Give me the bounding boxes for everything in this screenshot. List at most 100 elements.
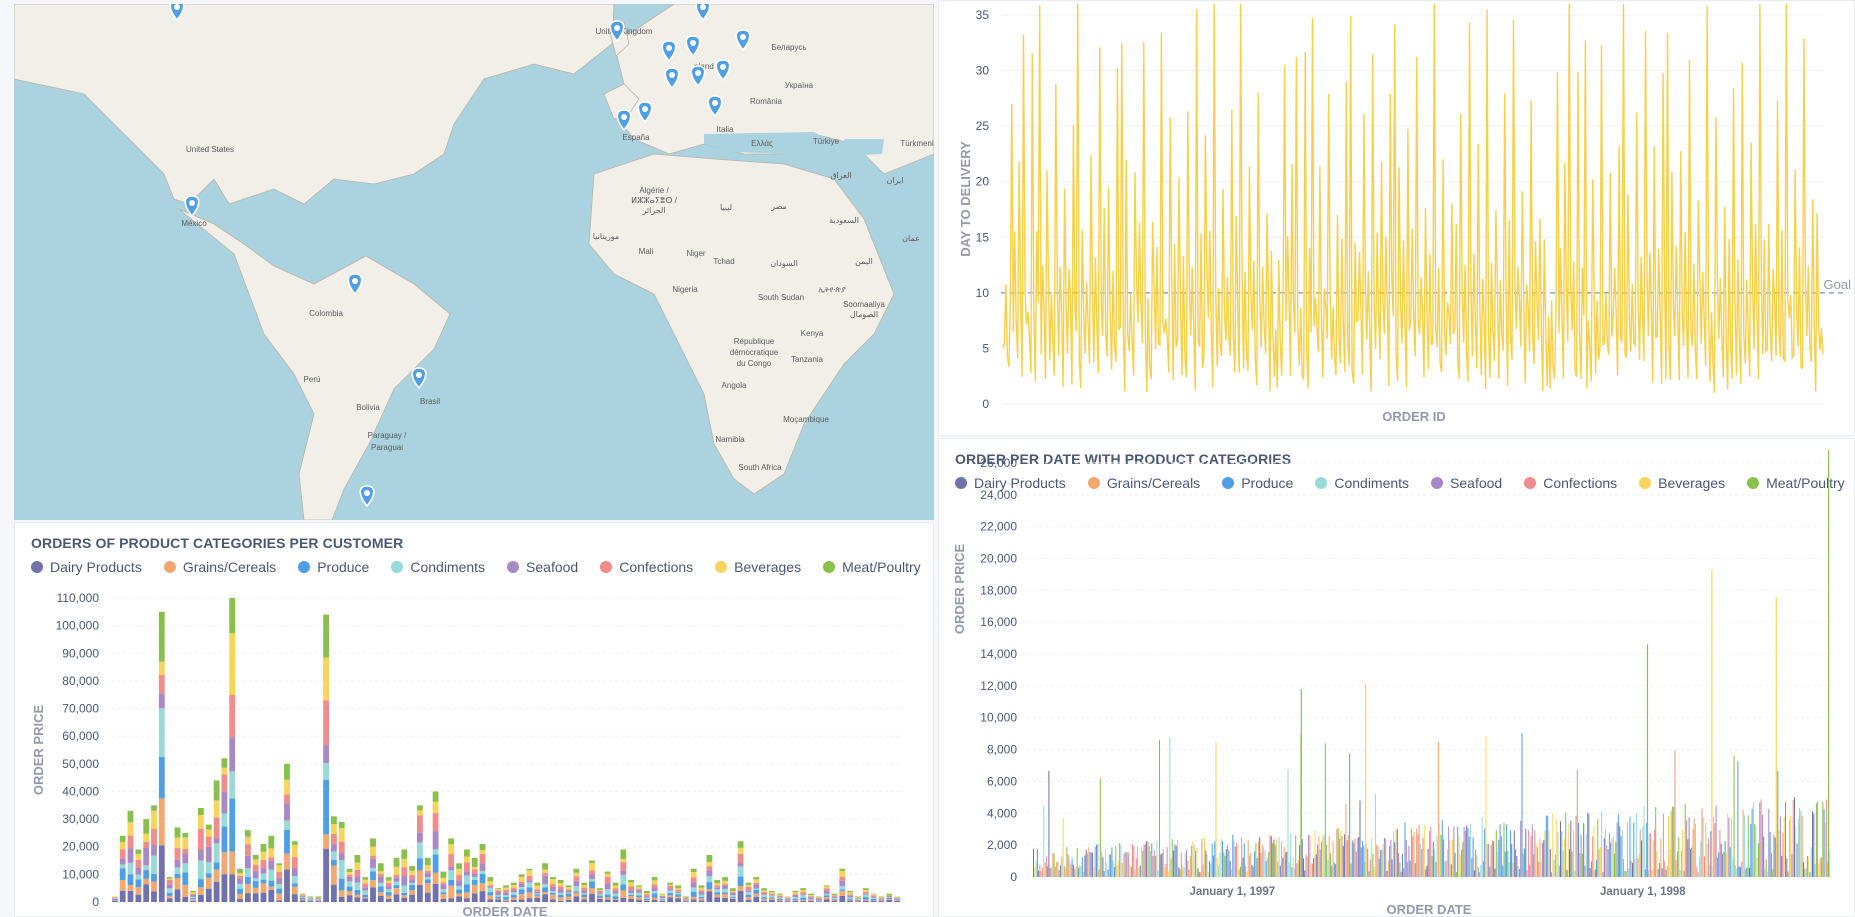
bar-segment <box>409 875 415 880</box>
bar-segment <box>620 858 627 863</box>
y-tick-label: 25 <box>976 119 990 133</box>
bar-segment <box>409 890 415 895</box>
date-bar <box>1642 826 1644 877</box>
bar-segment <box>166 880 173 885</box>
map-pin[interactable] <box>184 195 200 218</box>
legend-item[interactable]: Seafood <box>1431 475 1502 491</box>
date-bar <box>1291 867 1293 877</box>
map-canvas[interactable]: United KingdomБеларусьУкраїнаRomâniaEspa… <box>14 4 934 520</box>
bar-segment <box>221 758 228 768</box>
legend-item[interactable]: Dairy Products <box>955 475 1066 491</box>
bar-segment <box>651 877 658 881</box>
date-bar <box>1751 809 1753 877</box>
bar-segment <box>612 899 619 900</box>
map-pin[interactable] <box>690 65 706 88</box>
legend-item[interactable]: Condiments <box>391 559 485 575</box>
map-pin[interactable] <box>359 485 375 508</box>
date-bar <box>1572 830 1574 877</box>
legend-item[interactable]: Grains/Cereals <box>1087 475 1200 491</box>
date-bar <box>1138 867 1140 877</box>
date-bar <box>1078 867 1079 877</box>
map-pin[interactable] <box>616 109 632 132</box>
bar-segment <box>166 888 173 893</box>
date-bar <box>1392 831 1394 877</box>
bar-segment <box>417 858 423 871</box>
date-bar-peak <box>1365 684 1367 877</box>
map-pin[interactable] <box>695 4 711 22</box>
bar-segment <box>698 897 705 899</box>
map-pin[interactable] <box>637 101 653 124</box>
legend-item[interactable]: Dairy Products <box>31 559 142 575</box>
date-bar <box>1542 842 1544 877</box>
date-bar <box>1148 846 1150 877</box>
legend-item[interactable]: Grains/Cereals <box>163 559 276 575</box>
world-map[interactable]: United Kingdom Беларусь Україна România Espa… <box>14 4 934 520</box>
bar-segment <box>385 882 392 887</box>
date-bar <box>1234 846 1236 877</box>
bar-segment <box>659 896 666 899</box>
bar-segment <box>557 892 564 895</box>
bar-segment <box>401 867 408 876</box>
legend-item[interactable]: Beverages <box>715 559 801 575</box>
legend-item[interactable]: Meat/Poultry <box>1747 475 1845 491</box>
bar-segment <box>886 893 893 896</box>
bar-segment <box>557 886 564 890</box>
date-bar <box>1093 867 1095 877</box>
date-bar <box>1421 848 1423 877</box>
map-pin[interactable] <box>715 59 731 82</box>
bar-segment <box>831 895 838 897</box>
date-bar <box>1099 778 1101 877</box>
legend-item[interactable]: Produce <box>1222 475 1293 491</box>
date-bar <box>1044 862 1046 877</box>
date-bar <box>1407 861 1409 877</box>
date-bar <box>1074 868 1076 877</box>
pin-body <box>695 4 711 22</box>
date-bar <box>1614 853 1615 877</box>
date-bar <box>1224 856 1226 877</box>
bar-segment <box>190 893 196 895</box>
map-pin[interactable] <box>661 40 677 63</box>
date-bar <box>1060 865 1061 877</box>
bar-segment <box>636 886 642 889</box>
bar-segment <box>612 885 619 889</box>
legend-item[interactable]: Confections <box>600 559 693 575</box>
map-pin[interactable] <box>411 367 427 390</box>
bar-segment <box>589 881 595 889</box>
bar-segment <box>769 890 775 893</box>
legend-item[interactable]: Condiments <box>1315 475 1409 491</box>
bar-segment <box>190 898 196 900</box>
date-bar <box>1502 865 1504 877</box>
bar-segment <box>424 883 431 893</box>
map-label: Україна <box>785 81 814 90</box>
map-label: México <box>181 219 207 228</box>
pin-dot <box>695 70 701 76</box>
bar-segment <box>221 791 228 814</box>
bar-segment <box>260 879 267 884</box>
map-pin[interactable] <box>685 35 701 58</box>
map-pin[interactable] <box>347 273 363 296</box>
legend-item[interactable]: Confections <box>1524 475 1617 491</box>
y-tick-label: 40,000 <box>62 784 99 798</box>
map-pin[interactable] <box>707 95 723 118</box>
map-pin[interactable] <box>609 20 625 43</box>
date-bar <box>1242 857 1244 877</box>
map-pin[interactable] <box>735 29 751 52</box>
legend-item[interactable]: Produce <box>298 559 369 575</box>
map-pin[interactable] <box>664 67 680 90</box>
legend-item[interactable]: Seafood <box>507 559 578 575</box>
map-pin[interactable] <box>169 4 185 22</box>
legend-item[interactable]: Meat/Poultry <box>823 559 921 575</box>
bar-segment <box>534 889 541 892</box>
bar-segment <box>456 880 462 887</box>
date-bar <box>1801 815 1803 877</box>
bar-segment <box>683 900 689 902</box>
map-label: Namibia <box>715 435 745 444</box>
legend-item[interactable]: Beverages <box>1639 475 1725 491</box>
bar-segment <box>503 885 509 888</box>
bar-segment <box>213 869 220 882</box>
bar-segment <box>886 897 893 898</box>
bar-segment <box>839 886 846 890</box>
date-bar <box>1274 845 1276 877</box>
bar-segment <box>166 892 173 896</box>
date-bar <box>1548 830 1550 877</box>
